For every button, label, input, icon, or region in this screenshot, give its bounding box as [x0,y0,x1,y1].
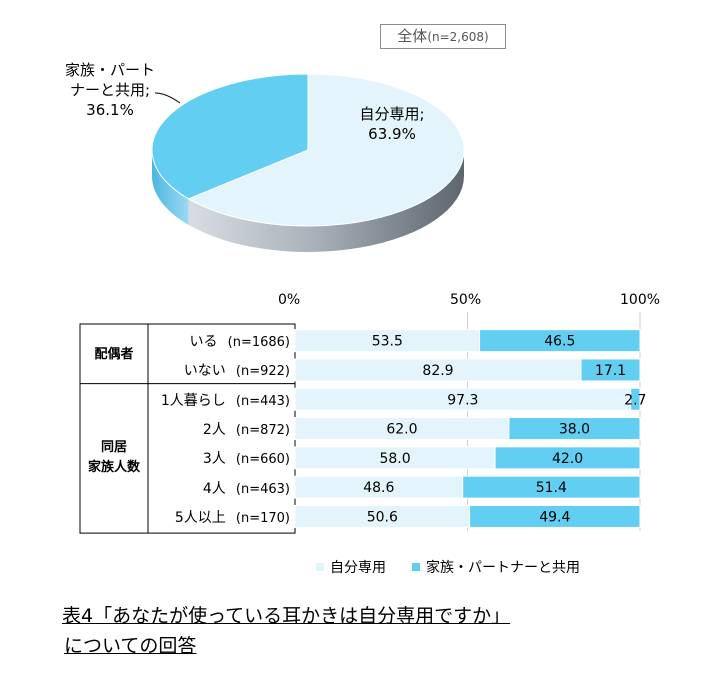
pie-slice-1 [151,73,309,200]
category-label-1: いない (n=922) [148,360,290,380]
bar-5-1 [462,475,641,499]
pie-label-shared-value: 36.1% [86,101,134,119]
bar-2-1 [630,387,641,411]
group-label-1-line-1: 家族人数 [87,459,140,475]
legend-own-swatch [316,563,324,571]
bar-label-0-0: 53.5 [372,334,403,350]
pie-slice-0 [187,73,465,227]
total-badge: 全体(n=2,608) [380,24,506,49]
legend-own: 自分専用 [316,557,386,577]
bar-label-3-1: 38.0 [559,422,590,438]
bar-1-1 [580,358,641,382]
bar-6-1 [469,504,641,528]
category-label-2: 1人暮らし (n=443) [148,390,290,410]
pie-label-shared: 家族・パート ナーと共用; 36.1% [60,60,160,120]
bar-label-4-0: 58.0 [379,451,410,467]
legend-own-label: 自分専用 [330,560,386,576]
pie-chart [151,73,465,252]
category-n-3: (n=872) [231,422,290,438]
legend-shared-label: 家族・パートナーと共用 [426,560,580,576]
category-name-6: 5人以上 [174,509,226,526]
category-label-4: 3人 (n=660) [148,448,290,468]
category-n-1: (n=922) [231,364,290,380]
bar-marks: 53.5 46.5 82.9 17.1 97.3 2.7 62.0 38.0 58.0 42.0 4… [294,329,646,528]
caption-line-2-text: についての回答 [64,635,197,657]
bar-label-6-1: 49.4 [539,509,570,525]
pie-label-own-name: 自分専用; [359,105,425,123]
category-name-5: 4人 [202,480,226,497]
group-label-0-line-0: 配偶者 [94,347,134,363]
legend-shared-swatch [412,563,420,571]
category-n-4: (n=660) [231,452,290,468]
pie-side-slice-1 [152,150,189,225]
bar-chart: 53.5 46.5 82.9 17.1 97.3 2.7 62.0 38.0 58.0 42.0 4… [79,312,646,534]
x-tick-50: 50% [450,292,482,308]
category-name-4: 3人 [202,451,226,468]
bar-label-4-1: 42.0 [552,451,583,467]
group-label-1: 同居 家族人数 [80,438,148,478]
bar-label-1-0: 82.9 [422,363,453,379]
bar-label-2-1: 2.7 [624,392,646,408]
bar-label-5-1: 51.4 [536,480,567,496]
pie-label-shared-name1: 家族・パート [64,61,155,79]
category-name-1: いない [183,363,226,380]
category-n-0: (n=1686) [223,335,290,350]
bar-label-3-0: 62.0 [386,422,417,438]
leader-line [154,92,181,104]
bar-label-2-0: 97.3 [447,392,478,408]
pie-label-shared-name2: ナーと共用; [69,81,151,99]
group-label-0: 配偶者 [80,345,148,365]
total-badge-n: (n=2,608) [427,30,489,44]
legend-shared: 家族・パートナーと共用 [412,557,580,577]
pie-label-own-value: 63.9% [368,125,416,143]
category-name-2: 1人暮らし [160,392,226,409]
x-tick-0: 0% [278,292,301,308]
category-label-6: 5人以上 (n=170) [148,507,290,527]
category-label-0: いる (n=1686) [148,331,291,351]
bar-label-1-1: 17.1 [595,363,626,379]
group-label-1-line-0: 同居 [100,439,127,455]
caption-line-2: についての回答 [64,634,196,658]
category-name-3: 2人 [202,421,226,438]
pie-label-own: 自分専用; 63.9% [352,104,432,144]
total-badge-label: 全体 [397,27,428,45]
category-name-0: いる [189,334,218,350]
bar-label-0-1: 46.5 [544,334,575,350]
x-tick-100: 100% [620,292,661,308]
bar-4-1 [494,446,641,470]
pie-side-slice-0 [188,150,464,252]
caption-line-1-text: 表4「あなたが使っている耳かきは自分専用ですか」 [62,605,511,627]
category-n-6: (n=170) [231,510,290,526]
bar-label-5-0: 48.6 [363,480,394,496]
pie-side [152,150,464,252]
bar-label-6-0: 50.6 [367,509,398,525]
category-label-3: 2人 (n=872) [148,419,290,439]
caption-line-1: 表4「あなたが使っている耳かきは自分専用ですか」 [62,604,510,628]
bar-0-1 [479,329,641,353]
category-label-5: 4人 (n=463) [148,478,290,498]
pie-top [151,73,465,227]
bar-3-1 [508,417,641,441]
category-n-2: (n=443) [231,393,290,409]
category-n-5: (n=463) [231,481,290,497]
